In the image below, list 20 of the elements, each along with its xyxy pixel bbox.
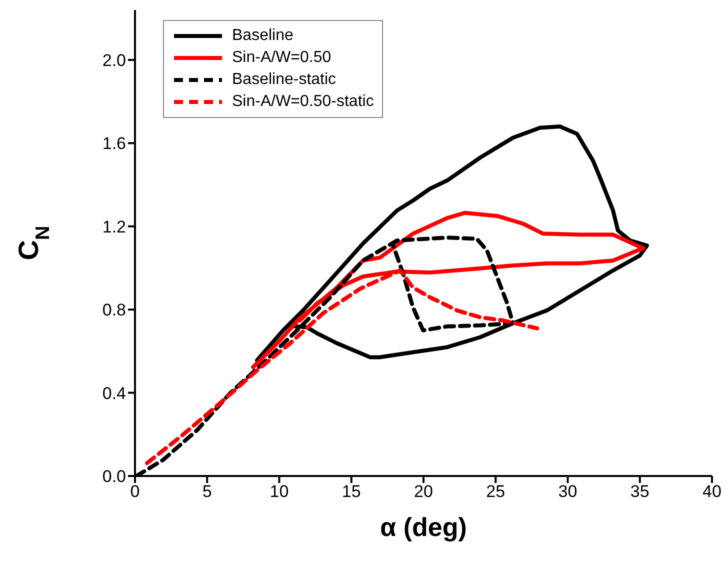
x-tick-label: 10	[270, 482, 289, 502]
legend-label: Baseline-static	[232, 71, 336, 89]
y-tick-label: 2.0	[102, 50, 126, 70]
y-tick-label: 1.2	[102, 217, 126, 236]
x-tick-label: 5	[202, 482, 212, 502]
x-tick-label: 20	[414, 482, 433, 502]
x-tick-label: 0	[130, 482, 140, 502]
legend-label: Sin-A/W=0.50-static	[232, 93, 374, 111]
x-tick-label: 25	[486, 482, 506, 502]
x-tick-label: 15	[342, 482, 361, 502]
y-tick-label: 1.6	[102, 134, 126, 154]
y-tick-label: 0.4	[102, 384, 126, 403]
x-tick-label: 35	[630, 482, 650, 502]
y-tick-label: 0.0	[102, 467, 126, 486]
x-tick-label: 30	[558, 482, 578, 502]
x-tick-label: 40	[702, 482, 722, 502]
x-axis-title: α (deg)	[380, 512, 467, 542]
legend-label: Baseline	[232, 27, 294, 45]
y-tick-label: 0.8	[102, 300, 126, 320]
legend-label: Sin-A/W=0.50	[232, 49, 332, 67]
